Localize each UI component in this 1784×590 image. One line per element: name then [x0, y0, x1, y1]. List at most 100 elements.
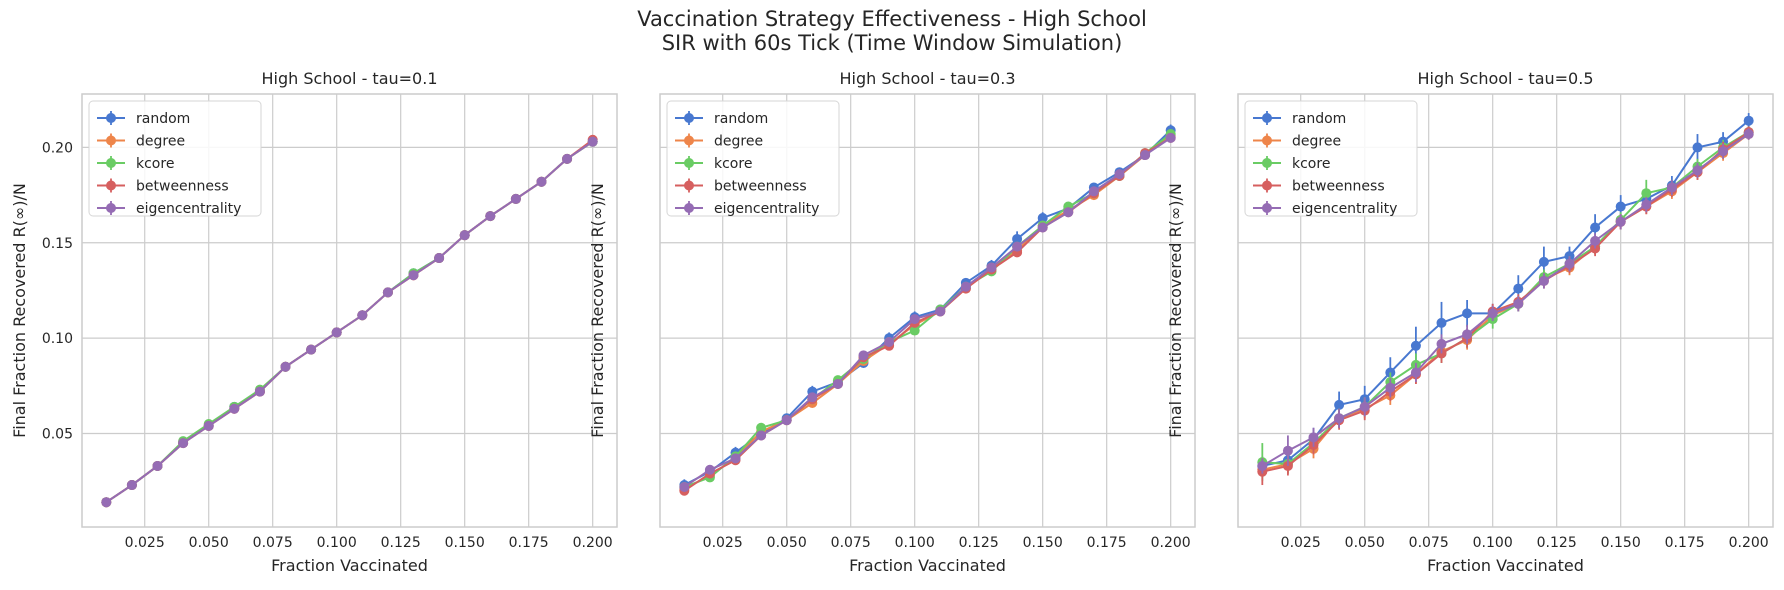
legend-item-random: random	[1253, 111, 1346, 127]
data-point	[536, 176, 547, 187]
x-axis-label: Fraction Vaccinated	[271, 556, 428, 575]
data-point	[408, 270, 419, 281]
y-axis-label: Final Fraction Recovered R(∞)/N	[1166, 183, 1185, 438]
data-point	[1359, 401, 1370, 412]
data-point	[1743, 115, 1754, 126]
x-tick-label: 0.150	[1023, 535, 1063, 551]
data-point	[909, 325, 920, 336]
data-point	[1410, 340, 1421, 351]
series-eigencentrality	[1257, 128, 1754, 474]
x-axis-label: Fraction Vaccinated	[849, 556, 1006, 575]
data-point	[485, 211, 496, 222]
data-point	[1257, 460, 1268, 471]
data-point	[1462, 308, 1473, 319]
data-point	[1012, 241, 1023, 252]
x-tick-label: 0.050	[767, 535, 807, 551]
data-point	[1692, 142, 1703, 153]
data-point	[1718, 146, 1729, 157]
legend-item-kcore: kcore	[1253, 156, 1330, 172]
legend-item-degree: degree	[1253, 133, 1341, 150]
x-tick-label: 0.075	[1409, 535, 1449, 551]
x-axis-label: Fraction Vaccinated	[1427, 556, 1584, 575]
legend-item-betweenness: betweenness	[675, 178, 807, 195]
data-point	[1538, 256, 1549, 267]
data-point	[1012, 233, 1023, 244]
data-point	[1615, 201, 1626, 212]
data-point	[152, 460, 163, 471]
legend-label: random	[136, 111, 190, 127]
legend-label: betweenness	[1292, 179, 1385, 195]
legend-marker	[106, 158, 116, 168]
y-tick-label: 0.20	[42, 140, 73, 156]
data-point	[807, 392, 818, 403]
x-tick-label: 0.100	[317, 535, 357, 551]
data-point	[1615, 216, 1626, 227]
legend: random degree kcore betweenness eigencentral…	[88, 100, 262, 217]
data-point	[1063, 207, 1074, 218]
data-point	[101, 497, 112, 508]
data-point	[1410, 367, 1421, 378]
data-point	[1385, 382, 1396, 393]
x-tick-label: 0.150	[1601, 535, 1641, 551]
legend-marker	[1262, 180, 1272, 191]
legend-box	[666, 100, 840, 217]
x-tick-label: 0.025	[1281, 535, 1321, 551]
data-point	[178, 438, 189, 449]
y-axis-label: Final Fraction Recovered R(∞)/N	[588, 183, 607, 438]
data-point	[781, 415, 792, 426]
y-axis-label: Final Fraction Recovered R(∞)/N	[10, 183, 29, 438]
legend-label: degree	[1292, 134, 1341, 150]
axes-frame	[1237, 93, 1774, 528]
legend-marker	[106, 135, 116, 146]
legend-item-betweenness: betweenness	[1253, 178, 1385, 195]
x-tick-label: 0.175	[1665, 535, 1705, 551]
data-point	[1436, 338, 1447, 349]
data-point	[1641, 199, 1652, 210]
series-line-eigencentrality	[105, 140, 594, 504]
legend-label: kcore	[136, 156, 174, 172]
data-point	[1692, 165, 1703, 176]
series-eigencentrality	[101, 136, 598, 508]
x-tick-label: 0.175	[509, 535, 549, 551]
data-point	[510, 193, 521, 204]
legend-item-kcore: kcore	[97, 156, 174, 172]
data-point	[832, 378, 843, 389]
data-point	[1743, 129, 1754, 140]
legend-label: betweenness	[136, 179, 229, 195]
legend-label: betweenness	[714, 179, 807, 195]
legend-marker	[106, 203, 116, 213]
x-tick-label: 0.200	[573, 535, 613, 551]
figure-title-line-2: SIR with 60s Tick (Time Window Simulatio…	[662, 31, 1123, 55]
data-point	[126, 480, 137, 491]
legend-item-eigencentrality: eigencentrality	[1253, 201, 1397, 217]
data-point	[459, 230, 470, 241]
panel-title: High School - tau=0.3	[840, 69, 1016, 88]
data-point	[679, 481, 690, 492]
x-tick-label: 0.125	[1537, 535, 1577, 551]
legend-item-kcore: kcore	[675, 156, 752, 172]
legend-marker	[684, 135, 694, 146]
axes-frame	[81, 93, 618, 528]
data-point	[1114, 169, 1125, 180]
data-point	[1564, 258, 1575, 269]
legend-item-eigencentrality: eigencentrality	[97, 201, 241, 217]
data-point	[1462, 329, 1473, 340]
x-tick-label: 0.125	[959, 535, 999, 551]
legend-label: random	[714, 111, 768, 127]
legend-marker	[684, 158, 694, 168]
data-point	[587, 136, 598, 147]
data-point	[986, 262, 997, 273]
data-point	[1641, 188, 1652, 199]
y-tick-label: 0.15	[42, 236, 73, 252]
legend-marker	[1262, 135, 1272, 146]
data-point	[1088, 186, 1099, 197]
data-point	[884, 336, 895, 347]
chart-panel-1: 0.025 0.050 0.075 0.100 0.125 0.150 0.175 0.200…	[10, 69, 618, 575]
data-point	[229, 403, 240, 414]
data-point	[1308, 432, 1319, 443]
x-tick-label: 0.025	[703, 535, 743, 551]
data-point	[280, 361, 291, 372]
legend: random degree kcore betweenness eigencentral…	[666, 100, 840, 217]
x-tick-label: 0.175	[1087, 535, 1127, 551]
legend-marker	[684, 113, 694, 123]
